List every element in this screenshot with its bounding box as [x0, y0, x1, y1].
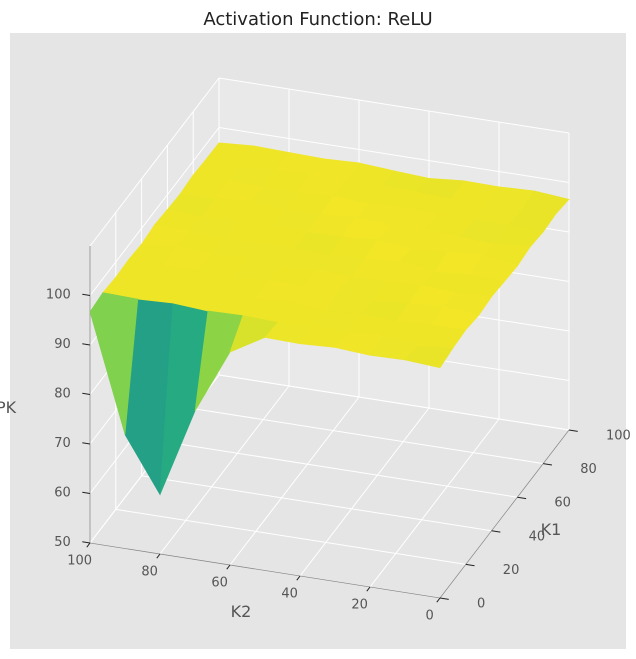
y-tick-label: 40 [281, 586, 298, 601]
x-tick-mark [543, 463, 553, 466]
z-tick-mark [82, 392, 91, 395]
z-axis-label: PK [0, 398, 17, 417]
axis-lines [82, 246, 578, 603]
z-tick-mark [82, 442, 91, 445]
z-tick-mark [82, 293, 91, 296]
grid-wall-z [218, 374, 570, 431]
z-tick-label: 60 [54, 485, 71, 500]
grid-wall-z [89, 127, 220, 296]
y-axis-label: K2 [231, 602, 252, 621]
grid-floor-x [167, 441, 518, 498]
x-tick-mark [568, 429, 578, 432]
chart-title: Activation Function: ReLU [203, 9, 432, 30]
y-tick-label: 60 [211, 575, 228, 590]
y-tick-mark [436, 597, 441, 603]
surface-face [89, 292, 139, 435]
y-tick-mark [156, 553, 161, 559]
z-tick-mark [82, 541, 91, 544]
x-tick-label: 40 [529, 529, 546, 544]
grid-floor-x [193, 408, 544, 465]
grid-floor-y [369, 418, 500, 588]
y-axis-line [89, 542, 441, 599]
x-tick-label: 60 [554, 496, 571, 511]
grid-floor-x [115, 508, 466, 565]
x-tick-label: 80 [580, 462, 597, 477]
floor-pane [90, 375, 569, 598]
grid-floor-y [299, 407, 430, 577]
x-tick-mark [491, 530, 501, 533]
y-tick-mark [296, 575, 301, 581]
grid-floor-y [229, 396, 360, 566]
z-tick-label: 90 [54, 337, 71, 352]
x-tick-label: 100 [606, 429, 631, 444]
z-tick-mark [82, 491, 91, 494]
x-tick-mark [439, 597, 449, 600]
y-tick-label: 20 [351, 597, 368, 612]
z-tick-label: 50 [54, 535, 71, 550]
tick-labels: 0 20 40 60 80 100 0 20 40 60 80 100 50 60 70 80 90 100 [46, 287, 631, 623]
surface-face [404, 345, 454, 369]
z-tick-label: 100 [46, 287, 71, 302]
y-tick-mark [86, 542, 91, 548]
y-tick-label: 80 [141, 564, 158, 579]
y-tick-label: 100 [67, 553, 92, 568]
grid-floor-y [159, 385, 290, 555]
z-tick-label: 80 [54, 386, 71, 401]
grid-wall-z [218, 127, 570, 183]
y-tick-mark [226, 564, 231, 570]
surface [89, 142, 570, 496]
x-tick-mark [465, 563, 475, 567]
x-tick-mark [517, 496, 527, 500]
y-tick-mark [366, 586, 371, 592]
x-axis-line [439, 429, 570, 599]
x-tick-label: 0 [477, 597, 485, 612]
z-tick-label: 70 [54, 436, 71, 451]
z-tick-mark [82, 343, 91, 346]
x-tick-label: 20 [503, 563, 520, 578]
grid-wall-z [218, 77, 570, 134]
grid-floor-x [141, 475, 492, 532]
grid-wall-z [89, 77, 220, 247]
y-tick-label: 0 [426, 608, 434, 623]
x-axis-label: K1 [541, 520, 562, 539]
